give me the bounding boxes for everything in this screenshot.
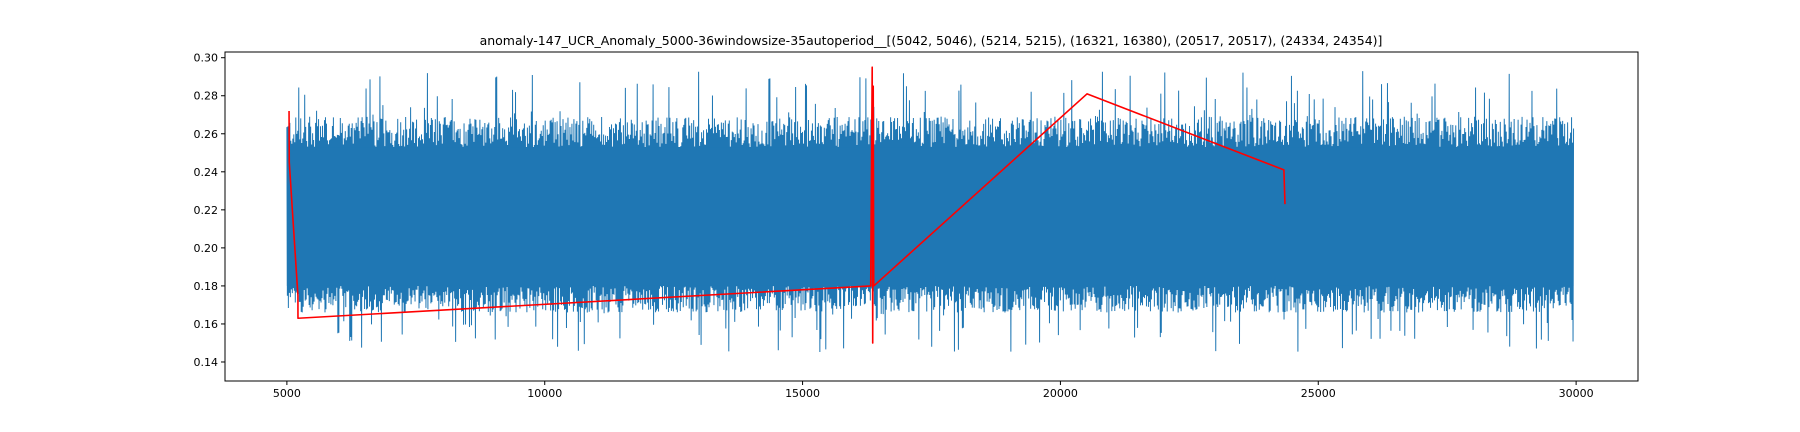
x-tick-label: 25000 [1301,387,1336,400]
x-axis: 5000 10000 15000 20000 25000 30000 [273,381,1594,400]
y-tick-label: 0.22 [194,204,219,217]
y-tick-label: 0.18 [194,280,219,293]
y-tick-label: 0.16 [194,318,219,331]
y-tick-label: 0.30 [194,52,219,65]
x-tick-label: 10000 [527,387,562,400]
y-tick-label: 0.20 [194,242,219,255]
axes-frame [224,51,1639,382]
signal-band [286,147,1574,286]
y-tick-label: 0.24 [194,166,219,179]
y-axis: 0.14 0.16 0.18 0.20 0.22 0.24 0.26 0.28 0.30 [194,52,225,369]
x-tick-label: 15000 [785,387,820,400]
y-tick-label: 0.14 [194,356,219,369]
y-tick-label: 0.26 [194,128,219,141]
plot-area [286,66,1575,352]
x-tick-label: 20000 [1043,387,1078,400]
y-tick-label: 0.28 [194,90,219,103]
x-tick-label: 30000 [1559,387,1594,400]
series-anomaly-highlight [288,66,1286,344]
x-tick-label: 5000 [273,387,301,400]
chart-title: anomaly-147_UCR_Anomaly_5000-36windowsiz… [480,33,1383,48]
anomaly-line [288,66,1286,344]
series-signal [286,71,1575,352]
